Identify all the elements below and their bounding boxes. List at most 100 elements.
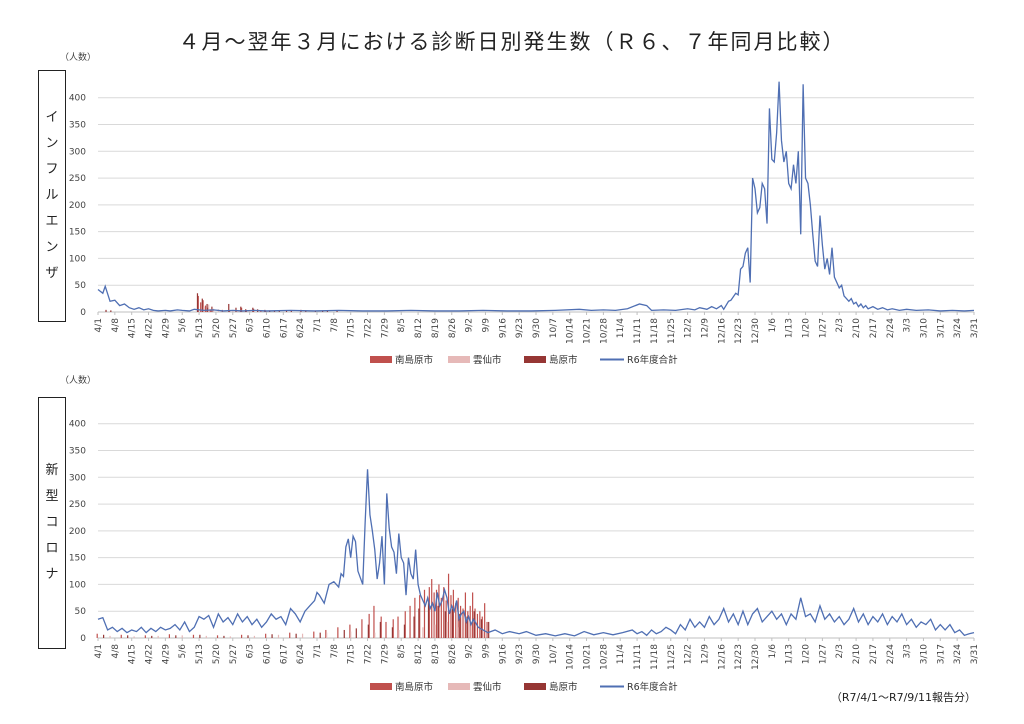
y-tick-label: 400 (69, 420, 86, 430)
bar-minami (438, 584, 440, 638)
bar-shimabara (103, 634, 105, 638)
x-tick-label: 9/30 (532, 318, 542, 338)
bar-minami (240, 634, 243, 638)
bar-minami (265, 633, 267, 638)
x-tick-label: 6/3 (246, 644, 256, 658)
bar-unzen (470, 624, 472, 638)
x-tick-label: 3/24 (953, 644, 963, 664)
bar-minami (168, 634, 170, 638)
x-tick-label: 7/8 (330, 644, 340, 659)
bar-minami (404, 611, 406, 638)
bar-minami (455, 603, 457, 638)
bar-unzen (398, 629, 400, 638)
x-tick-label: 12/23 (734, 318, 744, 344)
bar-unzen (277, 634, 280, 638)
x-tick-label: 3/17 (936, 644, 946, 664)
side-char: フ (45, 162, 59, 177)
x-tick-label: 7/8 (330, 318, 340, 333)
side-char: 型 (45, 489, 59, 504)
bar-unzen (203, 306, 205, 312)
bar-minami (349, 624, 351, 638)
bar-minami (337, 627, 339, 638)
side-char: ン (45, 136, 59, 151)
x-tick-label: 6/24 (296, 644, 306, 664)
x-tick-label: 10/14 (566, 644, 576, 670)
x-tick-label: 2/3 (835, 644, 845, 658)
legend-swatch (524, 683, 546, 690)
x-tick-label: 8/5 (397, 644, 407, 658)
x-tick-label: 3/3 (903, 318, 913, 332)
bar-unzen (232, 310, 234, 312)
side-char: ザ (45, 266, 59, 281)
side-char: ナ (45, 567, 59, 582)
bar-unzen (422, 627, 424, 638)
bar-shimabara (175, 635, 177, 638)
bar-minami (96, 633, 98, 638)
y-tick-label: 0 (80, 308, 86, 318)
bar-minami (433, 592, 435, 638)
x-tick-label: 7/1 (313, 644, 323, 658)
x-tick-label: 11/25 (667, 644, 677, 670)
bar-minami (459, 605, 462, 638)
bar-minami (486, 621, 488, 638)
bar-minami (481, 616, 483, 638)
x-tick-label: 4/29 (161, 318, 171, 338)
y-tick-label: 0 (80, 634, 86, 644)
bar-shimabara (343, 629, 345, 638)
y-tick-label: 250 (69, 500, 86, 510)
x-tick-label: 11/4 (616, 318, 626, 338)
x-tick-label: 1/6 (768, 644, 778, 659)
side-char: コ (45, 515, 59, 530)
bar-minami (464, 592, 467, 638)
bar-minami (445, 600, 447, 638)
bar-minami (397, 616, 399, 638)
x-tick-label: 2/24 (886, 644, 896, 664)
x-tick-label: 7/1 (313, 318, 323, 332)
bar-shimabara (196, 293, 199, 312)
legend-swatch (448, 356, 470, 363)
side-label-covid: 新 型 コ ロ ナ (38, 397, 66, 649)
x-tick-label: 11/25 (667, 318, 677, 344)
bar-shimabara (271, 634, 273, 638)
x-tick-label: 3/3 (903, 644, 913, 658)
y-tick-label: 350 (69, 121, 86, 131)
bar-unzen (133, 636, 135, 638)
bar-minami (484, 603, 486, 638)
x-tick-label: 8/12 (414, 318, 424, 338)
legend-label: R6年度合計 (627, 681, 678, 693)
bar-shimabara (110, 310, 112, 312)
x-tick-label: 4/1 (94, 318, 104, 332)
bar-minami (120, 634, 122, 638)
y-tick-label: 150 (69, 228, 86, 238)
page-title: ４月～翌年３月における診断日別発生数（Ｒ６、７年同月比較） (178, 30, 846, 54)
x-tick-label: 10/28 (599, 318, 609, 344)
bar-unzen (458, 627, 460, 638)
bar-minami (373, 605, 375, 638)
bar-unzen (350, 631, 352, 638)
x-tick-label: 11/18 (650, 644, 660, 670)
x-tick-label: 6/24 (296, 318, 306, 338)
side-char: ン (45, 240, 59, 255)
y-tick-label: 400 (69, 94, 86, 104)
y-tick-label: 200 (69, 201, 86, 211)
bar-minami (216, 635, 219, 638)
bar-minami (419, 595, 421, 638)
x-tick-label: 3/17 (936, 318, 946, 338)
x-tick-label: 10/14 (566, 318, 576, 344)
x-tick-label: 9/16 (498, 644, 508, 664)
bar-minami (289, 632, 291, 638)
x-tick-label: 9/23 (515, 644, 525, 664)
x-tick-label: 11/4 (616, 644, 626, 664)
bar-unzen (208, 304, 210, 312)
bar-unzen (181, 635, 183, 638)
x-tick-label: 10/7 (549, 318, 559, 338)
x-tick-label: 5/13 (195, 644, 205, 664)
x-tick-label: 7/29 (380, 644, 390, 664)
side-char: イ (45, 110, 59, 125)
side-label-flu: イ ン フ ル エ ン ザ (38, 70, 66, 322)
bar-minami (392, 619, 394, 638)
bar-shimabara (473, 611, 475, 638)
bar-unzen (374, 632, 376, 638)
x-tick-label: 12/30 (751, 318, 761, 344)
legend-label: 雲仙市 (473, 354, 502, 366)
